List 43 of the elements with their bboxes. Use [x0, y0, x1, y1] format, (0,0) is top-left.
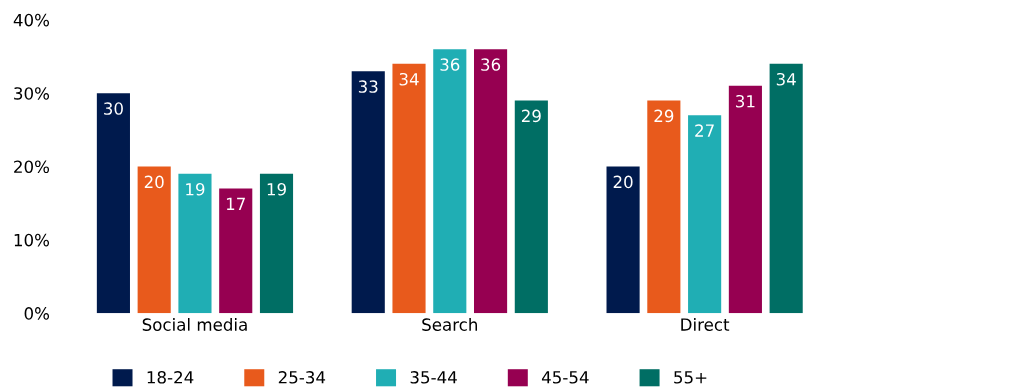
- data-label: 20: [613, 175, 633, 189]
- data-label: 31: [736, 94, 755, 108]
- legend-label: 18-24: [147, 371, 194, 384]
- legend-label: 45-54: [541, 371, 589, 384]
- bar: [474, 49, 508, 314]
- data-label: 30: [104, 102, 123, 115]
- bar: [514, 100, 548, 314]
- legend-label: 55+: [674, 371, 707, 384]
- y-tick-label: 10%: [14, 233, 50, 247]
- bar: [219, 188, 253, 314]
- y-tick-label: 40%: [13, 13, 50, 27]
- data-label: 36: [481, 58, 501, 71]
- x-tick-label: Social media: [142, 318, 247, 331]
- bar: [647, 100, 681, 314]
- bar: [259, 173, 294, 314]
- data-label: 29: [521, 109, 541, 123]
- bar: [606, 166, 640, 314]
- bar: [769, 63, 803, 314]
- bar: [178, 173, 212, 314]
- y-tick-label: 30%: [14, 87, 50, 100]
- y-tick-label: 20%: [14, 160, 50, 174]
- data-label: 29: [654, 109, 674, 123]
- bar: [392, 63, 426, 314]
- x-tick-label: Search: [422, 318, 477, 331]
- data-label: 20: [144, 175, 164, 189]
- bar: [137, 166, 171, 314]
- data-label: 17: [226, 197, 245, 210]
- data-label: 36: [440, 58, 460, 71]
- data-label: 33: [358, 80, 378, 93]
- y-tick-label: 0%: [24, 307, 50, 320]
- bar: [351, 71, 385, 314]
- data-label: 27: [695, 124, 714, 137]
- x-tick-label: Direct: [681, 318, 730, 331]
- bar: [96, 93, 130, 314]
- data-label: 34: [776, 72, 796, 86]
- bar: [433, 49, 467, 314]
- data-label: 19: [267, 182, 286, 196]
- legend-label: 25-34: [278, 371, 326, 384]
- data-label: 34: [399, 72, 419, 86]
- legend-label: 35-44: [410, 371, 457, 384]
- bar: [688, 115, 722, 314]
- bar: [728, 85, 762, 314]
- data-label: 19: [186, 182, 205, 196]
